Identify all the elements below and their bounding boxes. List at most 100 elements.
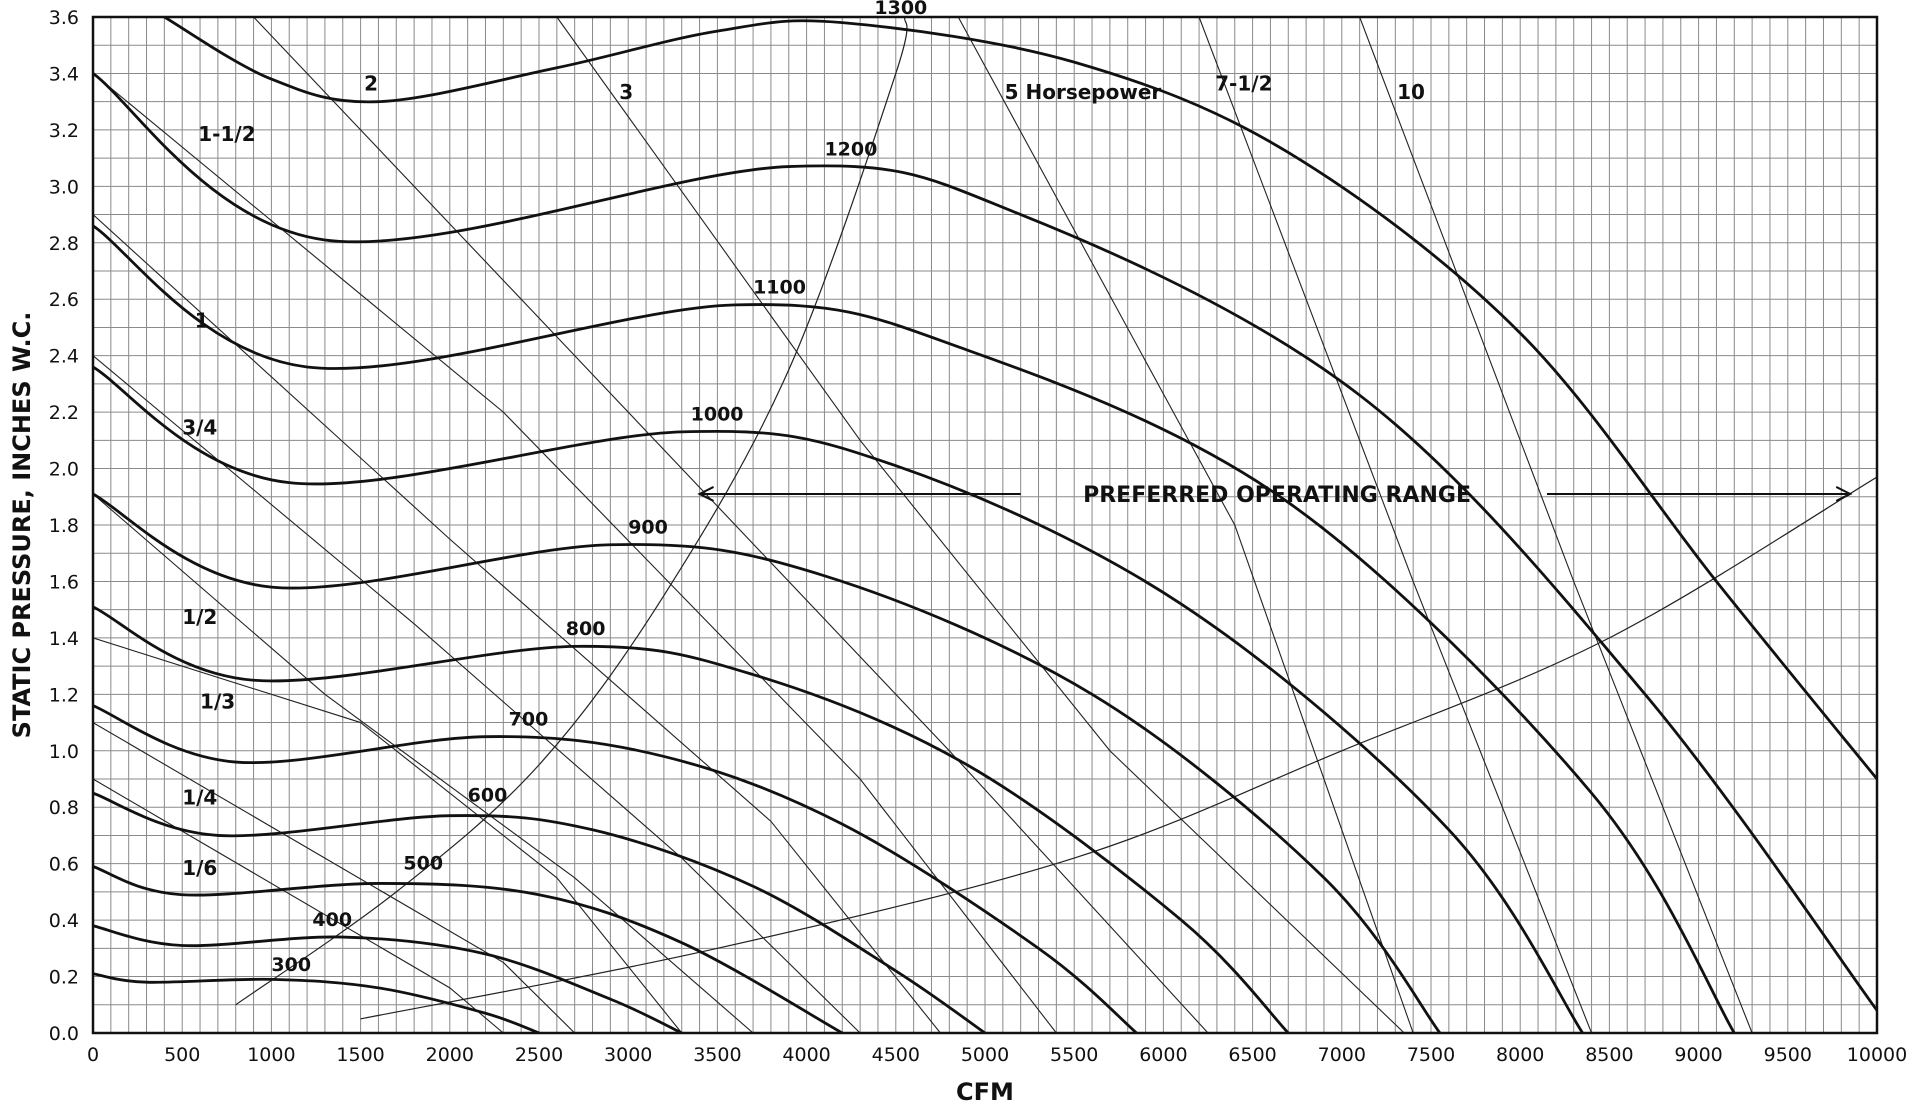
y-tick-label: 2.2 (49, 402, 79, 424)
y-tick-label: 0.8 (49, 797, 79, 819)
horsepower-label: 2 (364, 71, 378, 95)
y-tick-label: 1.6 (49, 571, 79, 593)
horsepower-line (93, 355, 861, 1033)
rpm-curve (93, 972, 541, 1033)
horsepower-line (93, 722, 576, 1033)
horsepower-line (1359, 17, 1753, 1033)
rpm-curve (93, 605, 1290, 1033)
rpm-curve (93, 791, 987, 1033)
y-tick-label: 1.8 (49, 515, 79, 537)
x-tick-label: 4500 (872, 1044, 920, 1066)
y-tick-label: 0.4 (49, 910, 79, 932)
x-tick-label: 500 (164, 1044, 200, 1066)
rpm-label: 400 (312, 909, 352, 931)
y-tick-label: 0.6 (49, 854, 79, 876)
rpm-curve (93, 365, 1585, 1033)
boundary-line (360, 476, 1877, 1020)
horsepower-label: 1/2 (182, 605, 217, 629)
y-tick-label: 3.6 (49, 7, 79, 29)
rpm-curve (93, 865, 844, 1033)
x-tick-label: 5000 (961, 1044, 1009, 1066)
operating-boundary-lines (235, 17, 1877, 1020)
x-tick-label: 10000 (1847, 1044, 1907, 1066)
y-tick-label: 2.0 (49, 459, 79, 481)
horsepower-label: 1/6 (182, 856, 217, 880)
x-tick-label: 3000 (604, 1044, 652, 1066)
horsepower-line (93, 493, 754, 1033)
horsepower-label: 5 Horsepower (1005, 80, 1162, 104)
horsepower-line (93, 73, 1057, 1033)
y-tick-label: 2.6 (49, 289, 79, 311)
horsepower-line (93, 637, 683, 1033)
horsepower-line (93, 778, 504, 1033)
rpm-label: 500 (403, 852, 443, 874)
y-tick-label: 0.0 (49, 1023, 79, 1045)
y-axis-title: STATIC PRESSURE, INCHES W.C. (8, 312, 36, 739)
y-tick-label: 1.2 (49, 684, 79, 706)
axis-ticks: 0 500 1000 1500 2000 2500 3000 3500 4000 4500 5000… (49, 7, 1907, 1066)
rpm-curves (93, 17, 1877, 1033)
x-tick-label: 2000 (426, 1044, 474, 1066)
x-tick-label: 8500 (1585, 1044, 1633, 1066)
x-tick-label: 6500 (1228, 1044, 1276, 1066)
horsepower-lines (93, 17, 1753, 1033)
rpm-label: 700 (509, 708, 549, 730)
y-tick-label: 2.8 (49, 233, 79, 255)
x-tick-label: 4000 (782, 1044, 830, 1066)
x-tick-label: 7500 (1407, 1044, 1455, 1066)
x-tick-label: 0 (87, 1044, 99, 1066)
horsepower-line (957, 17, 1414, 1033)
horsepower-line (93, 214, 941, 1033)
range-arrowhead-right (1835, 486, 1853, 502)
y-tick-label: 1.4 (49, 628, 79, 650)
horsepower-label: 1-1/2 (198, 122, 255, 146)
rpm-curve (93, 492, 1442, 1033)
rpm-label: 1300 (874, 0, 927, 19)
plot-frame (91, 15, 1879, 1035)
x-tick-label: 3500 (693, 1044, 741, 1066)
rpm-curve (93, 72, 1877, 1012)
x-tick-label: 1500 (336, 1044, 384, 1066)
range-label: PREFERRED OPERATING RANGE (1083, 483, 1471, 508)
preferred-operating-range: PREFERRED OPERATING RANGE (697, 483, 1853, 508)
rpm-label: 300 (271, 954, 311, 976)
range-arrowhead-left (697, 486, 715, 502)
rpm-label: 600 (468, 785, 508, 807)
horsepower-line (253, 17, 1209, 1033)
horsepower-label: 1/4 (182, 785, 217, 809)
grid-lines (92, 16, 1878, 1034)
horsepower-label: 1 (195, 308, 209, 332)
rpm-label: 1000 (691, 404, 744, 426)
horsepower-line (556, 17, 1405, 1033)
horsepower-label: 3 (619, 80, 633, 104)
y-tick-label: 3.2 (49, 120, 79, 142)
rpm-curve (93, 224, 1736, 1033)
x-tick-label: 2500 (515, 1044, 563, 1066)
rpm-label: 800 (566, 618, 606, 640)
rpm-curve (162, 17, 1877, 781)
rpm-label: 1100 (753, 277, 806, 299)
x-tick-label: 6000 (1139, 1044, 1187, 1066)
x-tick-label: 9500 (1764, 1044, 1812, 1066)
horsepower-label: 3/4 (182, 416, 217, 440)
x-axis-title: CFM (956, 1078, 1014, 1104)
boundary-line (235, 17, 908, 1006)
horsepower-label: 10 (1397, 80, 1425, 104)
curve-labels: 1/6 1/4 1/3 1/2 3/4 1 1-1/2 2 3 5 Horsepower 7-1/2… (182, 0, 1425, 976)
x-tick-label: 9000 (1674, 1044, 1722, 1066)
y-tick-label: 0.2 (49, 967, 79, 989)
y-tick-label: 2.4 (49, 346, 79, 368)
y-tick-label: 1.0 (49, 741, 79, 763)
y-tick-label: 3.4 (49, 63, 79, 85)
rpm-curve (93, 924, 684, 1033)
horsepower-line (1198, 17, 1593, 1033)
x-tick-label: 7000 (1318, 1044, 1366, 1066)
horsepower-label: 1/3 (200, 689, 235, 713)
rpm-label: 900 (628, 516, 668, 538)
x-tick-label: 1000 (247, 1044, 295, 1066)
y-tick-label: 3.0 (49, 176, 79, 198)
horsepower-label: 7-1/2 (1215, 71, 1272, 95)
rpm-label: 1200 (824, 138, 877, 160)
rpm-curve (93, 704, 1139, 1033)
